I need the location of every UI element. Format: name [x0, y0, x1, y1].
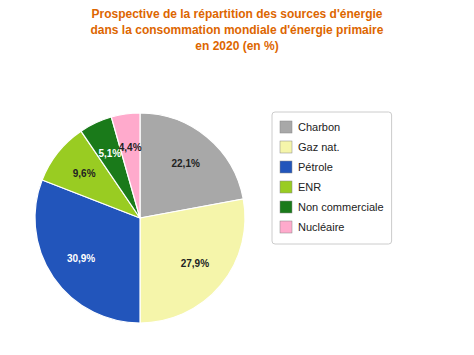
legend-swatch — [280, 201, 292, 213]
pie-slice — [111, 113, 140, 218]
legend-swatch — [280, 121, 292, 133]
legend-swatch — [280, 221, 292, 233]
data-label: 22,1% — [172, 158, 200, 169]
legend-label: Non commerciale — [298, 201, 384, 213]
pie-slice — [140, 199, 245, 323]
legend-label: Pétrole — [298, 161, 333, 173]
pie — [35, 113, 245, 323]
title: dans la consommation mondiale d'énergie … — [91, 23, 384, 37]
legend-swatch — [280, 161, 292, 173]
legend-swatch — [280, 181, 292, 193]
legend-label: Charbon — [298, 121, 340, 133]
chart: Prospective de la répartition des source… — [0, 0, 474, 355]
data-label: 4,4% — [119, 142, 142, 153]
data-labels: 22,1%27,9%30,9%9,6%5,1%4,4% — [67, 142, 209, 269]
legend-swatch — [280, 141, 292, 153]
legend-frame — [272, 112, 392, 244]
legend-label: Gaz nat. — [298, 141, 340, 153]
data-label: 27,9% — [181, 258, 209, 269]
legend-label: ENR — [298, 181, 321, 193]
data-label: 9,6% — [73, 168, 96, 179]
data-label: 30,9% — [67, 253, 95, 264]
title: Prospective de la répartition des source… — [92, 7, 383, 21]
chart-container: Prospective de la répartition des source… — [0, 0, 474, 355]
legend: Charbon Gaz nat. Pétrole ENR Non commerciale… — [272, 112, 392, 244]
legend-label: Nucléaire — [298, 221, 344, 233]
title: en 2020 (en %) — [195, 39, 278, 53]
